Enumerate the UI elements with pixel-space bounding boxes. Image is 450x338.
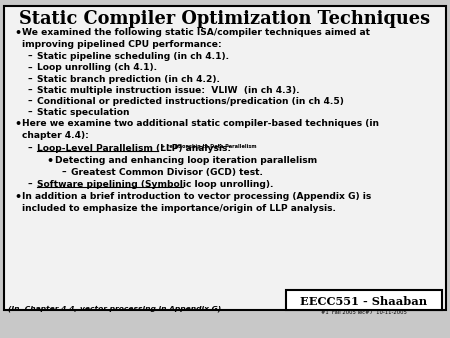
FancyBboxPatch shape (4, 6, 446, 310)
Text: Static multiple instruction issue:  VLIW  (in ch 4.3).: Static multiple instruction issue: VLIW … (37, 86, 300, 95)
Text: #1  Fall 2005 lec#7  10-11-2005: #1 Fall 2005 lec#7 10-11-2005 (321, 310, 407, 315)
Text: •: • (14, 28, 21, 38)
Text: included to emphasize the importance/origin of LLP analysis.: included to emphasize the importance/ori… (22, 204, 336, 213)
Text: –: – (28, 52, 32, 61)
Text: •: • (14, 192, 21, 202)
Text: Detecting and enhancing loop iteration parallelism: Detecting and enhancing loop iteration p… (55, 156, 317, 165)
FancyBboxPatch shape (286, 290, 442, 310)
Text: •: • (14, 119, 21, 129)
Text: –: – (28, 64, 32, 72)
Text: –: – (28, 86, 32, 95)
Text: –: – (62, 168, 67, 177)
Text: •: • (46, 156, 53, 166)
Text: Conditional or predicted instructions/predication (in ch 4.5): Conditional or predicted instructions/pr… (37, 97, 344, 106)
Text: Static speculation: Static speculation (37, 108, 130, 117)
Text: In addition a brief introduction to vector processing (Appendix G) is: In addition a brief introduction to vect… (22, 192, 371, 201)
Text: EECC551 - Shaaban: EECC551 - Shaaban (301, 296, 428, 307)
Text: chapter 4.4):: chapter 4.4): (22, 131, 89, 140)
Text: Static Compiler Optimization Techniques: Static Compiler Optimization Techniques (19, 10, 431, 28)
Text: Here we examine two additional static compiler-based techniques (in: Here we examine two additional static co… (22, 119, 379, 128)
Text: + relationship to Data Parallelism: + relationship to Data Parallelism (161, 144, 256, 149)
Text: –: – (28, 108, 32, 117)
Text: (In  Chapter 4.4, vector processing in Appendix G): (In Chapter 4.4, vector processing in Ap… (8, 305, 221, 312)
Text: We examined the following static ISA/compiler techniques aimed at: We examined the following static ISA/com… (22, 28, 370, 37)
Text: Static pipeline scheduling (in ch 4.1).: Static pipeline scheduling (in ch 4.1). (37, 52, 229, 61)
Text: Loop-Level Parallelism (LLP) analysis:: Loop-Level Parallelism (LLP) analysis: (37, 144, 231, 153)
Text: Static branch prediction (in ch 4.2).: Static branch prediction (in ch 4.2). (37, 75, 220, 83)
Text: Software pipelining (Symbolic loop unrolling).: Software pipelining (Symbolic loop unrol… (37, 179, 274, 189)
Text: –: – (28, 144, 32, 153)
Text: improving pipelined CPU performance:: improving pipelined CPU performance: (22, 40, 221, 49)
Text: –: – (28, 179, 32, 189)
Text: Loop unrolling (ch 4.1).: Loop unrolling (ch 4.1). (37, 64, 157, 72)
Text: –: – (28, 75, 32, 83)
Text: –: – (28, 97, 32, 106)
Text: Greatest Common Divisor (GCD) test.: Greatest Common Divisor (GCD) test. (71, 168, 263, 177)
